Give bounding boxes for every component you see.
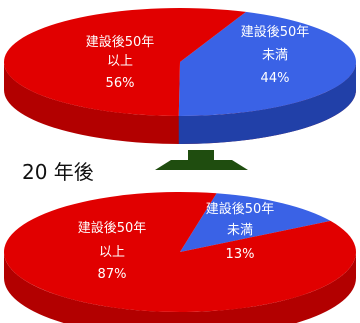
pie-side-blue bbox=[178, 62, 356, 144]
pie-chart-top: 建設後50年 以上 56% 建設後50年 未満 44% bbox=[4, 8, 357, 144]
pie-slice-blue bbox=[180, 193, 331, 252]
pie-top-face bbox=[4, 8, 357, 117]
pie-top-red-line1: 建設後50年 bbox=[86, 34, 155, 50]
pie-slice-red bbox=[4, 8, 246, 116]
pie-top-blue-line2: 未満 bbox=[262, 48, 288, 63]
pie-chart-bottom: 建設後50年 以上 87% 建設後50年 未満 13% bbox=[3, 191, 356, 323]
pie-bottom-labels: 建設後50年 以上 87% 建設後50年 未満 13% bbox=[78, 201, 275, 282]
pie-bottom-red-line1: 建設後50年 bbox=[78, 220, 147, 236]
pie-slice-red bbox=[3, 191, 356, 313]
pie-slice-blue bbox=[178, 11, 357, 117]
pie-bottom-side bbox=[4, 252, 356, 323]
pie-top-blue-line1: 建設後50年 bbox=[241, 24, 310, 40]
pie-top-red-line2: 以上 bbox=[107, 54, 133, 69]
pie-bottom-red-line2: 以上 bbox=[99, 245, 125, 260]
pie-bottom-red-percent: 87% bbox=[98, 267, 127, 282]
pie-top-side bbox=[4, 62, 356, 144]
pie-side-red bbox=[4, 252, 356, 323]
pie-bottom-face bbox=[3, 191, 356, 313]
pie-bottom-blue-line2: 未満 bbox=[227, 223, 253, 238]
pie-top-red-percent: 56% bbox=[106, 76, 135, 91]
transition-label: 20 年後 bbox=[22, 160, 94, 184]
down-arrow-icon bbox=[155, 150, 248, 170]
pie-top-labels: 建設後50年 以上 56% 建設後50年 未満 44% bbox=[86, 24, 310, 91]
pie-top-blue-percent: 44% bbox=[261, 71, 290, 86]
pie-bottom-blue-percent: 13% bbox=[226, 247, 255, 262]
pie-bottom-blue-line1: 建設後50年 bbox=[206, 201, 275, 217]
